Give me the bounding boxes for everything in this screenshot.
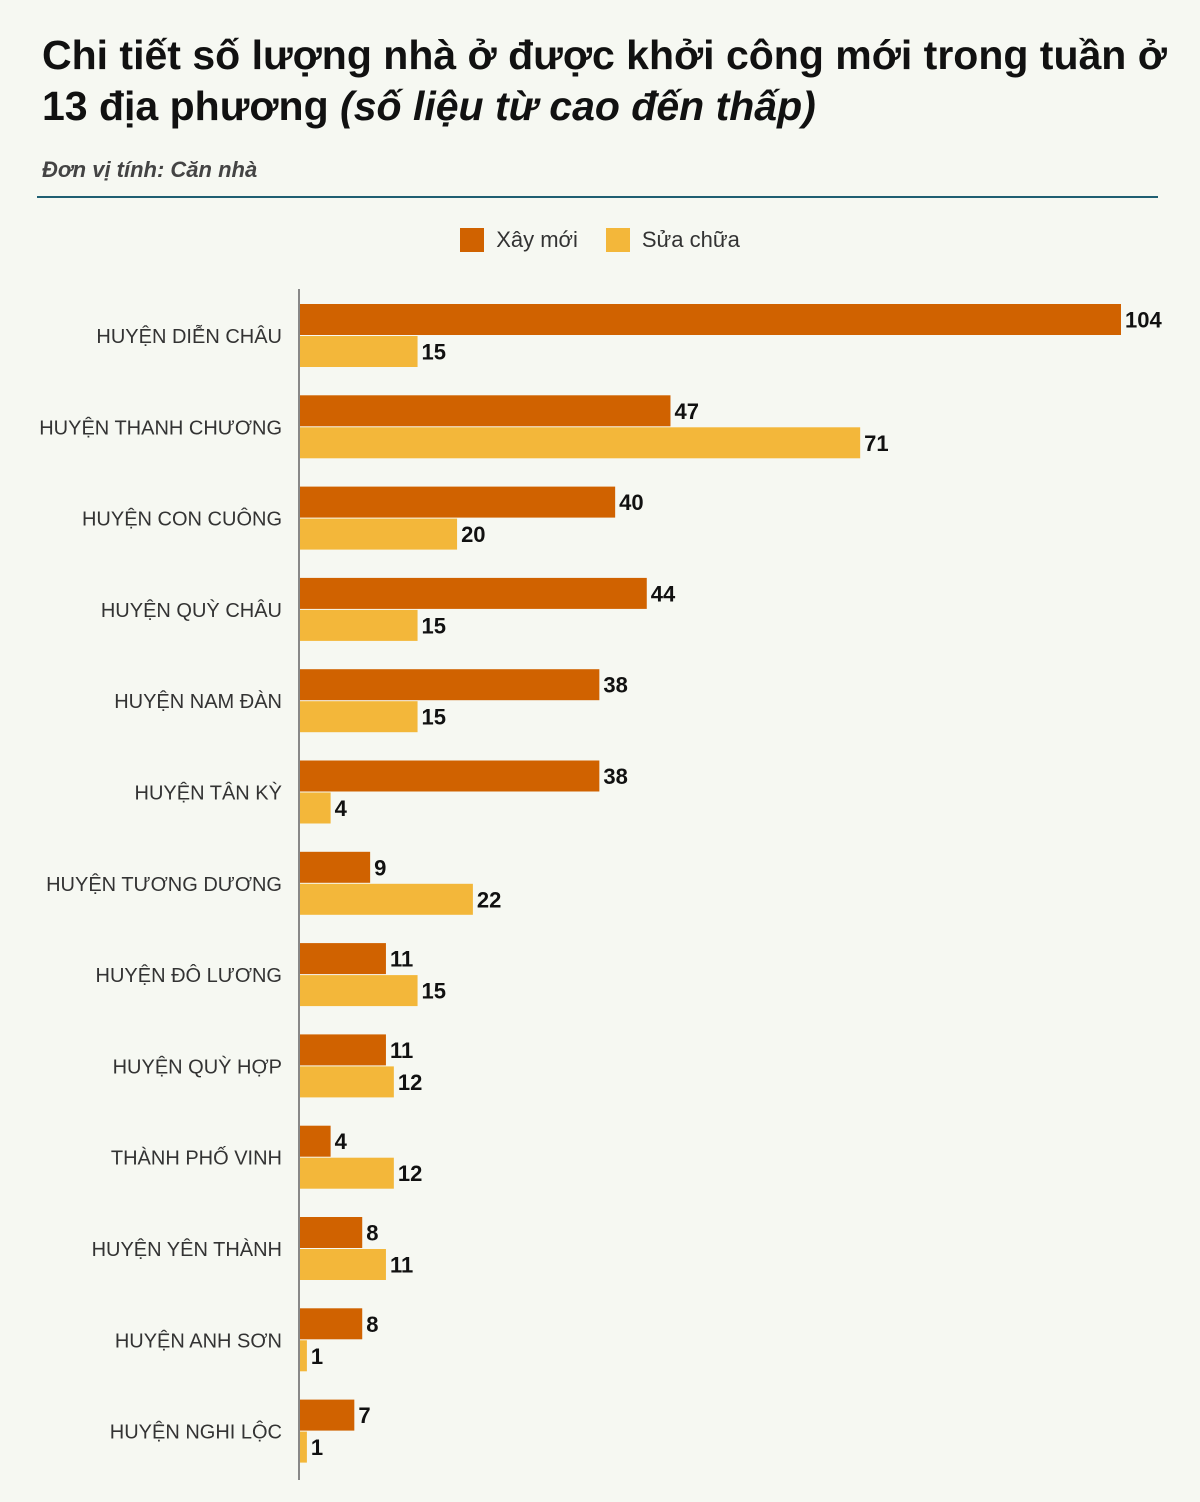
value-label-xay-moi: 104 — [1125, 308, 1162, 333]
category-label: HUYỆN NGHI LỘC — [110, 1421, 282, 1444]
value-label-xay-moi: 8 — [366, 1312, 378, 1337]
value-label-sua-chua: 20 — [461, 522, 485, 547]
bar-xay-moi — [299, 943, 386, 975]
category-label: HUYỆN TƯƠNG DƯƠNG — [46, 873, 282, 896]
unit-label: Đơn vị tính: Căn nhà — [42, 157, 258, 182]
bar-sua-chua — [299, 1066, 394, 1098]
bar-xay-moi — [299, 760, 600, 792]
category-label: HUYỆN THANH CHƯƠNG — [39, 416, 282, 439]
bar-sua-chua — [299, 883, 473, 915]
bar-sua-chua — [299, 609, 418, 641]
category-label: HUYỆN YÊN THÀNH — [92, 1238, 282, 1261]
value-label-sua-chua: 71 — [864, 431, 888, 456]
bar-sua-chua — [299, 792, 331, 824]
bar-sua-chua — [299, 1249, 386, 1280]
legend-label-sua-chua: Sửa chữa — [641, 227, 740, 252]
bar-sua-chua — [299, 518, 458, 550]
value-label-sua-chua: 1 — [311, 1344, 323, 1369]
category-label: HUYỆN TÂN KỲ — [135, 782, 282, 805]
bar-sua-chua — [299, 1340, 307, 1372]
chart-title-main: Chi tiết số lượng nhà ở được khởi công m… — [42, 32, 1167, 129]
legend-item-sua-chua: Sửa chữa — [605, 227, 740, 253]
category-label: HUYỆN QUỲ HỢP — [113, 1055, 282, 1078]
legend-swatch-xay-moi — [460, 228, 485, 252]
value-label-sua-chua: 15 — [422, 340, 446, 365]
bar-xay-moi — [299, 1217, 363, 1248]
value-label-sua-chua: 11 — [390, 1253, 413, 1278]
chart-title-emphasis: (số liệu từ cao đến thấp) — [340, 83, 816, 129]
value-label-sua-chua: 15 — [422, 979, 446, 1004]
value-label-sua-chua: 22 — [477, 887, 501, 912]
bar-xay-moi — [299, 395, 671, 427]
bar-xay-moi — [299, 851, 371, 883]
bar-sua-chua — [299, 975, 418, 1007]
value-label-sua-chua: 1 — [311, 1435, 323, 1460]
bar-sua-chua — [299, 1157, 394, 1189]
value-label-sua-chua: 4 — [335, 796, 348, 821]
value-label-xay-moi: 38 — [603, 673, 627, 698]
bar-xay-moi — [299, 669, 600, 701]
value-label-xay-moi: 4 — [335, 1129, 348, 1154]
value-label-sua-chua: 12 — [398, 1161, 422, 1186]
value-label-xay-moi: 11 — [390, 947, 413, 972]
value-label-sua-chua: 15 — [422, 613, 446, 638]
value-label-sua-chua: 12 — [398, 1070, 422, 1095]
legend-item-xay-moi: Xây mới — [460, 227, 578, 253]
legend-label-xay-moi: Xây mới — [496, 227, 578, 252]
value-label-xay-moi: 40 — [619, 490, 643, 515]
category-label: HUYỆN DIỄN CHÂU — [96, 325, 282, 348]
category-label: HUYỆN ANH SƠN — [115, 1329, 282, 1352]
value-label-xay-moi: 7 — [358, 1403, 370, 1428]
value-label-xay-moi: 38 — [603, 764, 627, 789]
chart-title: Chi tiết số lượng nhà ở được khởi công m… — [42, 30, 1172, 132]
bar-xay-moi — [299, 486, 616, 518]
category-label: HUYỆN CON CUÔNG — [82, 508, 282, 531]
category-label: HUYỆN NAM ĐÀN — [114, 690, 282, 713]
bar-xay-moi — [299, 1308, 363, 1340]
bar-xay-moi — [299, 577, 647, 609]
bar-xay-moi — [299, 304, 1121, 335]
value-label-xay-moi: 11 — [390, 1038, 413, 1063]
bar-sua-chua — [299, 427, 861, 459]
bar-sua-chua — [299, 701, 418, 733]
value-label-xay-moi: 47 — [674, 399, 698, 424]
category-label: HUYỆN QUỲ CHÂU — [101, 599, 282, 622]
bar-sua-chua — [299, 1431, 307, 1463]
value-label-xay-moi: 44 — [651, 581, 676, 606]
bar-xay-moi — [299, 1125, 331, 1157]
bar-sua-chua — [299, 336, 418, 367]
value-label-sua-chua: 15 — [422, 705, 446, 730]
category-label: HUYỆN ĐÔ LƯƠNG — [96, 964, 282, 987]
value-label-xay-moi: 9 — [374, 855, 386, 880]
legend-swatch-sua-chua — [605, 228, 630, 252]
category-label: THÀNH PHỐ VINH — [111, 1146, 282, 1170]
bar-xay-moi — [299, 1399, 355, 1431]
value-label-xay-moi: 8 — [366, 1221, 378, 1246]
chart-legend: Xây mới Sửa chữa — [0, 227, 1200, 253]
title-divider — [37, 196, 1158, 198]
bar-xay-moi — [299, 1034, 386, 1066]
